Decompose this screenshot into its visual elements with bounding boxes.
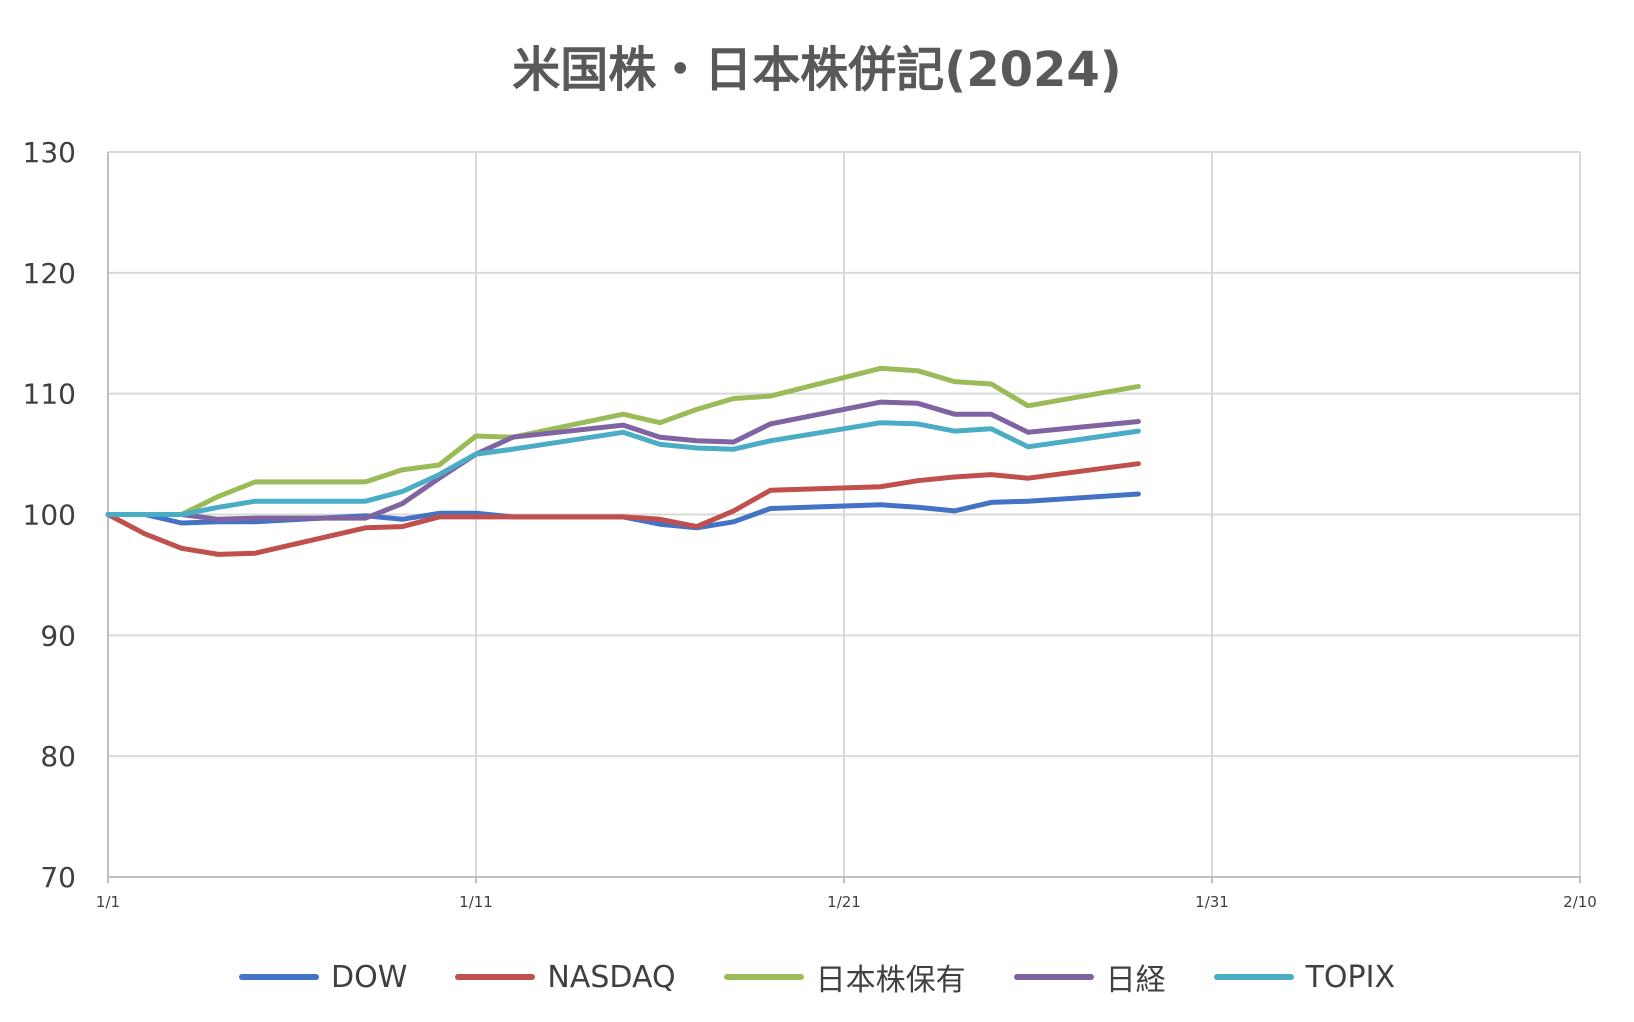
y-tick-label: 110: [23, 378, 76, 411]
legend-swatch: [1013, 974, 1094, 980]
chart-title: 米国株・日本株併記(2024): [512, 42, 1122, 98]
x-tick-label: 1/11: [459, 893, 493, 911]
x-axis-ticks: 1/1 1/11 1/21 1/31 2/10: [96, 893, 1597, 911]
legend-item: 日本株保有: [723, 955, 966, 999]
legend-swatch: [238, 974, 319, 980]
legend-item: TOPIX: [1213, 959, 1396, 995]
legend-swatch: [455, 974, 536, 980]
y-axis-ticks: 70 80 90 100 110 120 130: [23, 136, 76, 894]
x-tick-label: 1/1: [96, 893, 120, 911]
legend-swatch: [723, 974, 804, 980]
legend-label: 日経: [1105, 963, 1166, 998]
y-tick-label: 100: [23, 499, 76, 532]
legend-item: NASDAQ: [455, 959, 676, 995]
legend: DOW NASDAQ 日本株保有 日経 TOPIX: [0, 955, 1634, 999]
legend-swatch: [1213, 974, 1294, 980]
series-lines: [105, 365, 1141, 557]
y-tick-label: 120: [23, 257, 76, 290]
legend-label: TOPIX: [1305, 959, 1396, 995]
legend-label: 日本株保有: [815, 963, 966, 998]
series-line-4: [105, 420, 1141, 517]
legend-item: 日経: [1013, 955, 1166, 999]
series-line-1: [105, 461, 1141, 557]
legend-label: DOW: [330, 959, 408, 995]
y-tick-label: 70: [40, 861, 76, 894]
x-tick-label: 1/21: [827, 893, 861, 911]
x-tick-label: 2/10: [1563, 893, 1597, 911]
legend-label: NASDAQ: [547, 959, 676, 995]
y-tick-label: 130: [23, 136, 76, 169]
series-line-3: [105, 399, 1141, 522]
x-tick-label: 1/31: [1195, 893, 1229, 911]
y-tick-label: 80: [40, 740, 76, 773]
legend-item: DOW: [238, 959, 408, 995]
y-tick-label: 90: [40, 619, 76, 652]
series-line-2: [105, 365, 1141, 517]
